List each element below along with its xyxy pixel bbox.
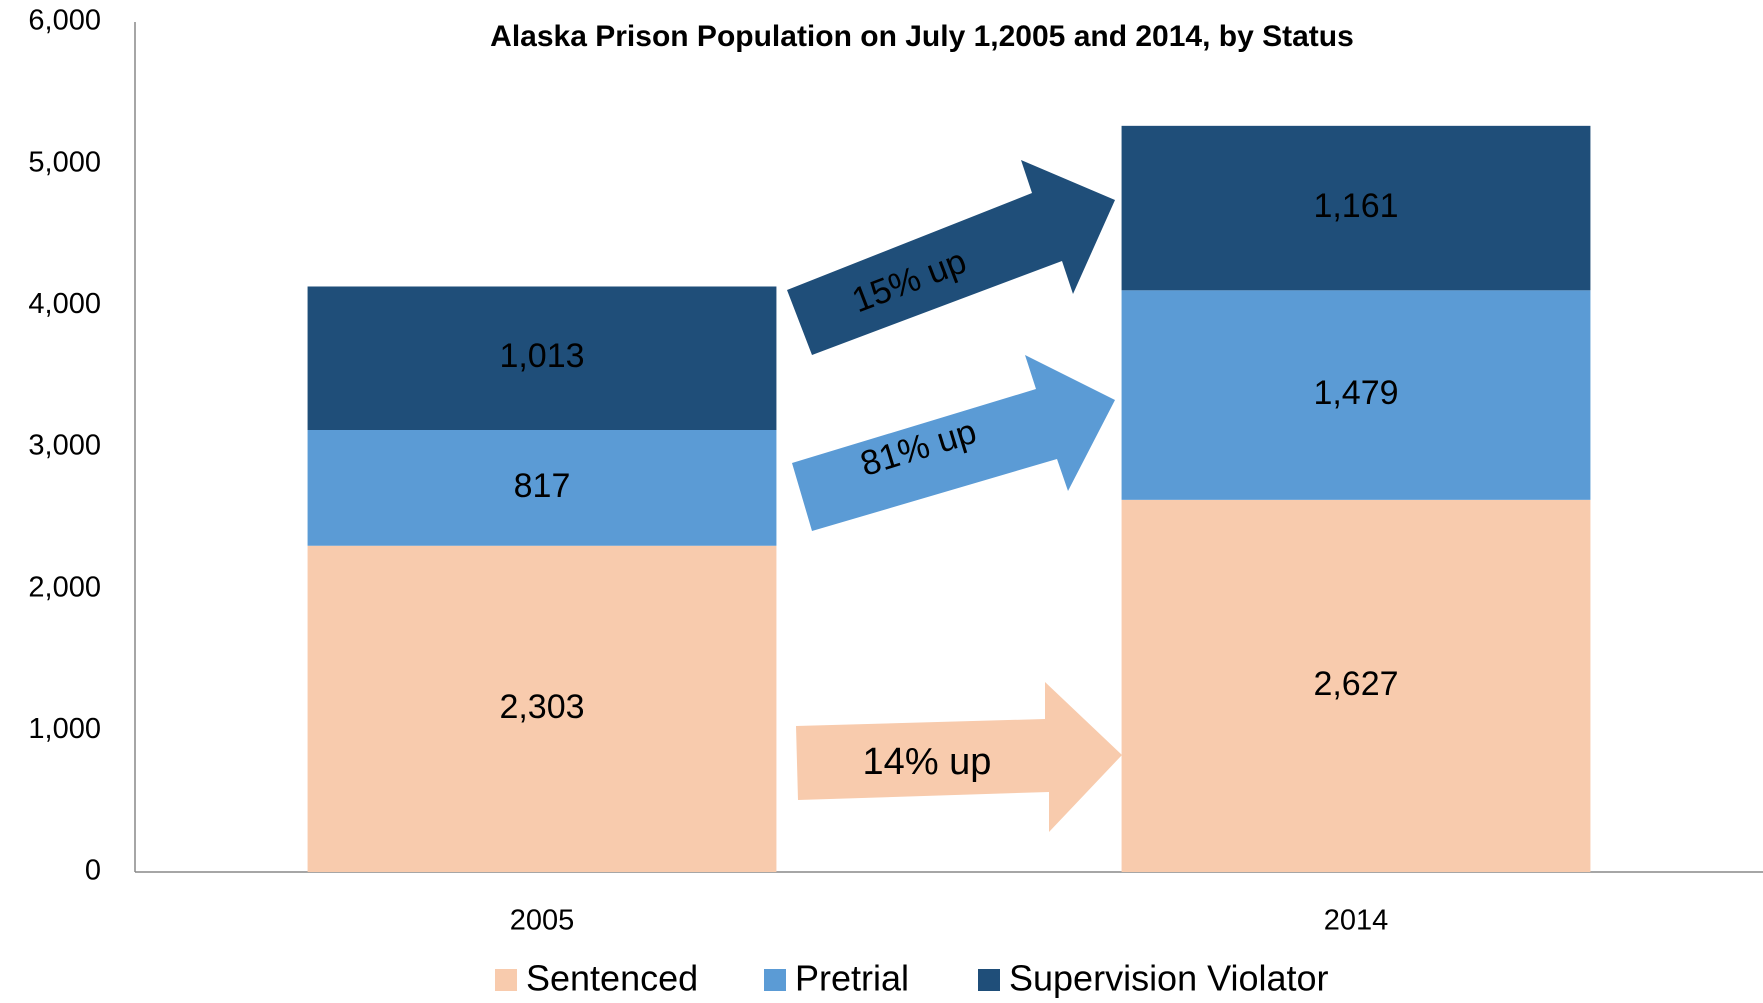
x-tick-label: 2005 <box>510 905 575 937</box>
data-label: 1,161 <box>1313 187 1398 225</box>
y-tick-label: 6,000 <box>28 5 101 37</box>
bar-segment <box>1121 290 1591 500</box>
legend-label: Sentenced <box>526 958 698 999</box>
bar-segment <box>307 286 777 430</box>
bar-segment <box>1121 125 1591 291</box>
y-tick-label: 2,000 <box>28 571 101 603</box>
data-label: 2,627 <box>1313 665 1398 703</box>
x-tick-label: 2014 <box>1324 905 1389 937</box>
chart-title: Alaska Prison Population on July 1,2005 … <box>490 20 1354 53</box>
y-tick-label: 5,000 <box>28 146 101 178</box>
bar-segment <box>307 545 777 872</box>
y-tick-label: 3,000 <box>28 430 101 462</box>
data-label: 2,303 <box>499 688 584 726</box>
legend-label: Pretrial <box>795 958 909 999</box>
annotation: 14% up <box>863 741 992 783</box>
bar-segment <box>307 430 777 546</box>
bars <box>307 125 1591 872</box>
bar-segment <box>1121 499 1591 872</box>
arrow <box>796 682 1122 832</box>
legend-swatch <box>978 969 1000 991</box>
legend-swatch <box>495 969 517 991</box>
y-tick-label: 4,000 <box>28 288 101 320</box>
legend-swatch <box>764 969 786 991</box>
data-label: 817 <box>514 467 571 505</box>
arrow <box>792 355 1115 531</box>
arrow <box>787 160 1115 355</box>
y-tick-label: 1,000 <box>28 713 101 745</box>
data-label: 1,013 <box>499 337 584 375</box>
data-label: 1,479 <box>1313 374 1398 412</box>
y-tick-label: 0 <box>85 855 101 887</box>
legend-label: Supervision Violator <box>1009 958 1329 999</box>
